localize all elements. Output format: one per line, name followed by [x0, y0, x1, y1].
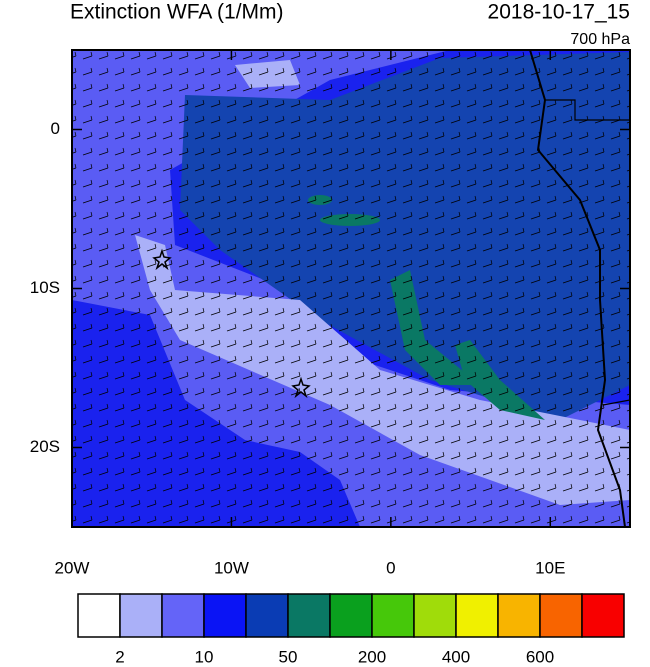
y-tick-label: 0 — [51, 119, 60, 138]
colorbar: 2 10 50 200 400 600 — [77, 593, 625, 666]
map-field — [72, 50, 630, 527]
colorbar-label: 400 — [442, 647, 470, 666]
colorbar-box — [497, 593, 541, 638]
colorbar-box — [413, 593, 457, 638]
colorbar-box — [371, 593, 415, 638]
coastline — [529, 50, 626, 527]
colorbar-label: 10 — [195, 647, 214, 666]
border — [545, 99, 630, 121]
colorbar-box — [287, 593, 331, 638]
title: Extinction WFA (1/Mm) — [70, 1, 284, 24]
colorbar-box — [245, 593, 289, 638]
colorbar-label: 600 — [526, 647, 554, 666]
colorbar-label: 50 — [279, 647, 298, 666]
border — [602, 399, 630, 406]
x-tick-label: 10E — [535, 558, 565, 577]
colorbar-box — [581, 593, 625, 638]
colorbar-box — [329, 593, 373, 638]
site-marker — [152, 248, 172, 271]
y-tick-label: 20S — [30, 437, 60, 456]
colorbar-label: 200 — [358, 647, 386, 666]
colorbar-box — [161, 593, 205, 638]
x-tick-label: 20W — [55, 558, 90, 577]
colorbar-box — [119, 593, 163, 638]
axes: 20W 10W 0 10E 0 10S 20S — [30, 50, 630, 577]
wind-barbs — [72, 50, 630, 527]
colorbar-label: 2 — [115, 647, 124, 666]
x-tick-label: 0 — [386, 558, 395, 577]
colorbar-box — [455, 593, 499, 638]
x-tick-label: 10W — [214, 558, 249, 577]
valid-time: 2018-10-17_15 — [488, 1, 630, 24]
colorbar-box — [539, 593, 583, 638]
level: 700 hPa — [570, 31, 630, 48]
y-tick-label: 10S — [30, 278, 60, 297]
colorbar-box — [77, 593, 121, 638]
site-marker — [291, 376, 311, 399]
colorbar-box — [203, 593, 247, 638]
